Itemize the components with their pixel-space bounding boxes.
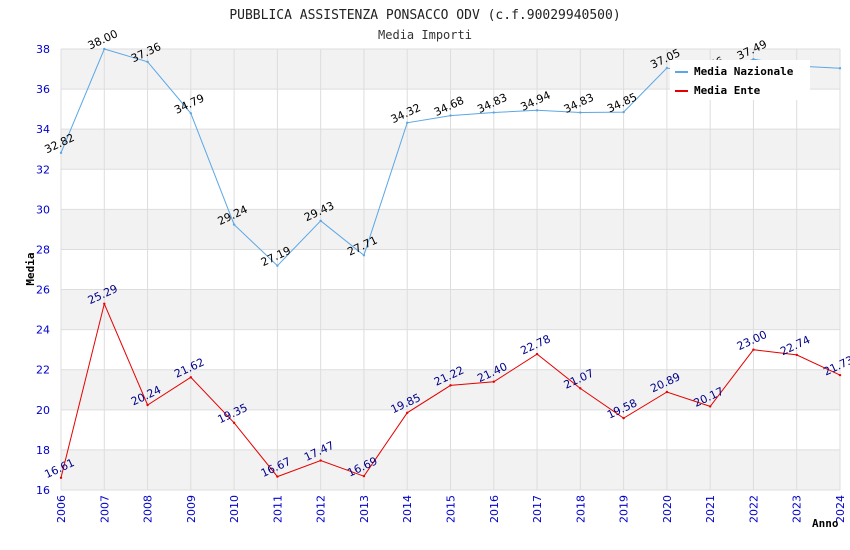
data-point [59, 151, 63, 155]
data-point [492, 111, 495, 114]
chart-subtitle: Media Importi [378, 28, 472, 42]
y-tick-label: 20 [36, 404, 50, 417]
data-point [362, 474, 366, 478]
legend-label-nazionale: Media Nazionale [694, 65, 794, 78]
y-tick-label: 22 [36, 364, 50, 377]
x-tick-text: 2011 [271, 495, 284, 523]
data-point [579, 387, 582, 390]
data-point [59, 476, 63, 479]
x-tick-label: 2009 [185, 495, 198, 523]
data-point [146, 403, 149, 407]
x-tick-label: 2008 [142, 495, 155, 523]
x-tick-text: 2023 [791, 495, 804, 523]
x-tick-text: 2020 [661, 495, 674, 523]
x-tick-text: 2013 [358, 495, 371, 523]
legend-label-ente: Media Ente [694, 84, 761, 97]
x-tick-label: 2018 [574, 495, 587, 523]
y-tick-label: 34 [36, 123, 50, 136]
data-point [535, 109, 539, 112]
x-tick-label: 2012 [315, 495, 328, 523]
x-tick-label: 2016 [488, 495, 501, 523]
x-tick-text: 2018 [574, 495, 587, 523]
data-point [838, 67, 842, 70]
chart-title: PUBBLICA ASSISTENZA PONSACCO ODV (c.f.90… [229, 8, 620, 23]
data-point [406, 121, 409, 124]
x-tick-text: 2016 [488, 495, 501, 523]
data-point [795, 353, 798, 357]
y-tick-label: 32 [36, 163, 50, 176]
x-tick-text: 2012 [315, 495, 328, 523]
y-tick-label: 38 [36, 43, 50, 56]
data-point [838, 373, 842, 377]
y-tick-label: 28 [36, 243, 50, 256]
x-tick-text: 2017 [531, 495, 544, 523]
data-point [189, 376, 193, 379]
data-point [319, 459, 322, 462]
data-point [708, 405, 712, 408]
y-tick-label: 16 [36, 484, 50, 497]
data-point [276, 475, 279, 478]
x-axis-label: Anno [812, 517, 839, 530]
x-tick-label: 2021 [704, 495, 717, 523]
data-point [232, 421, 236, 425]
data-point [579, 111, 582, 114]
x-tick-label: 2013 [358, 495, 371, 523]
data-point [189, 112, 193, 115]
data-point [449, 384, 452, 387]
data-point [622, 417, 625, 420]
x-tick-text: 2022 [747, 495, 760, 523]
data-point [752, 58, 755, 61]
x-tick-label: 2017 [531, 495, 544, 523]
x-tick-text: 2007 [98, 495, 111, 523]
data-point [449, 114, 452, 117]
y-tick-label: 30 [36, 203, 50, 216]
x-tick-text: 2006 [55, 495, 68, 523]
x-tick-label: 2015 [445, 495, 458, 523]
x-tick-label: 2014 [401, 495, 414, 523]
x-tick-text: 2024 [834, 495, 847, 523]
x-tick-text: 2010 [228, 495, 241, 523]
y-axis-ticks: 16 18 20 22 24 26 28 30 32 34 36 38 [36, 43, 50, 497]
x-tick-label: 2024 [834, 495, 847, 523]
x-tick-label: 2019 [618, 495, 631, 523]
x-tick-label: 2006 [55, 495, 68, 523]
x-tick-text: 2021 [704, 495, 717, 523]
data-point [232, 223, 236, 226]
data-point [406, 411, 409, 415]
data-point [276, 264, 279, 267]
data-point [665, 66, 669, 70]
x-tick-label: 2011 [271, 495, 284, 523]
data-point [319, 219, 322, 222]
x-tick-text: 2019 [618, 495, 631, 523]
y-tick-label: 36 [36, 83, 50, 96]
x-tick-text: 2014 [401, 495, 414, 523]
y-tick-label: 24 [36, 324, 50, 337]
x-tick-label: 2007 [98, 495, 111, 523]
y-tick-label: 26 [36, 284, 50, 297]
x-axis-ticks: 2006 2007 2008 2009 2010 2011 2012 2013 2014 2015… [55, 495, 847, 523]
data-point [146, 60, 149, 64]
x-tick-label: 2023 [791, 495, 804, 523]
grid-lines [60, 48, 841, 491]
x-tick-text: 2008 [142, 495, 155, 523]
x-tick-label: 2022 [747, 495, 760, 523]
data-point [535, 352, 539, 356]
data-point [103, 302, 106, 305]
x-tick-text: 2009 [185, 495, 198, 523]
y-tick-label: 18 [36, 444, 50, 457]
x-tick-label: 2020 [661, 495, 674, 523]
legend-box [670, 60, 810, 100]
data-point [103, 47, 106, 51]
y-axis-label: Media [24, 252, 37, 285]
legend: Media Nazionale Media Ente [670, 60, 810, 100]
data-point [665, 390, 669, 394]
data-point [362, 254, 366, 257]
x-tick-label: 2010 [228, 495, 241, 523]
data-point [622, 110, 625, 114]
data-point [752, 348, 755, 351]
x-tick-text: 2015 [445, 495, 458, 523]
data-point [492, 380, 495, 383]
